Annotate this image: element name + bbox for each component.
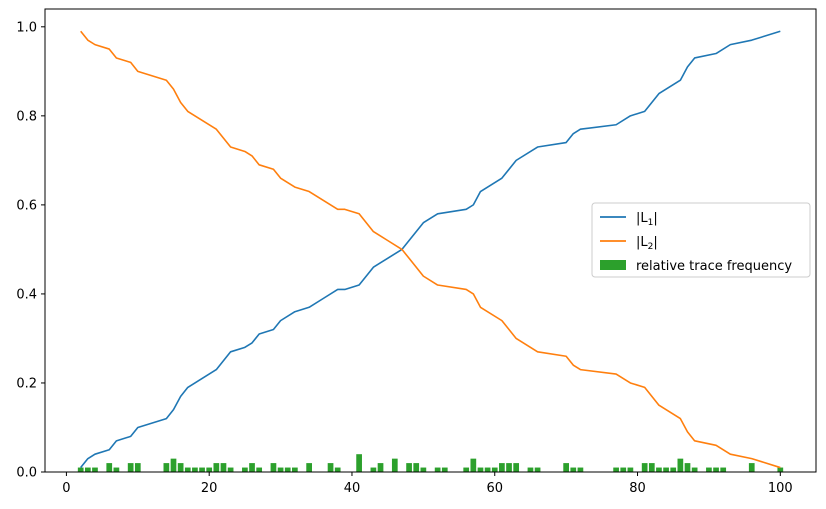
bar — [199, 467, 205, 472]
bar — [163, 463, 170, 472]
legend-bar-swatch — [600, 260, 626, 270]
bar — [184, 467, 191, 472]
bar — [391, 458, 398, 472]
bar — [563, 463, 569, 472]
bar — [192, 467, 198, 472]
bar — [777, 467, 784, 472]
bar — [92, 467, 98, 472]
x-tick-label: 20 — [201, 481, 218, 496]
bar — [627, 467, 634, 472]
bar — [334, 467, 341, 472]
bar — [356, 454, 362, 472]
axes-layer: 0 20 40 60 80 100 0.0 0.2 0.4 0.6 0.8 1.0 — [16, 8, 817, 496]
bar — [613, 467, 619, 472]
bar — [684, 463, 691, 472]
legend-label: relative trace frequency — [636, 259, 792, 274]
bar — [677, 458, 684, 472]
bar — [506, 463, 512, 472]
legend: |L1| |L2| relative trace frequency — [591, 202, 811, 278]
bar — [620, 467, 627, 472]
bar — [406, 463, 412, 472]
plot-frame — [44, 8, 817, 473]
bar — [177, 463, 184, 472]
bar — [484, 467, 491, 472]
bar — [77, 467, 84, 472]
bar — [748, 463, 755, 472]
bar — [706, 467, 712, 472]
bar — [127, 463, 134, 472]
series-line-0 — [80, 30, 781, 469]
y-tick-label: 0.4 — [16, 287, 37, 302]
bar — [170, 458, 177, 472]
y-tick-label: 0.2 — [16, 376, 37, 391]
legend-label: |L2| — [636, 235, 658, 252]
bar — [220, 463, 227, 472]
y-tick-label: 1.0 — [16, 20, 37, 35]
bar — [106, 463, 113, 472]
bar — [413, 463, 420, 472]
bar — [370, 467, 377, 472]
bar — [277, 467, 284, 472]
x-tick-label: 100 — [768, 481, 793, 496]
bar — [227, 467, 234, 472]
bar — [670, 467, 677, 472]
legend-box — [591, 202, 811, 278]
bar — [477, 467, 484, 472]
bar — [499, 463, 505, 472]
bar — [663, 467, 669, 472]
bar — [570, 467, 577, 472]
bar — [434, 467, 441, 472]
legend-label: |L1| — [636, 211, 658, 228]
bar — [513, 463, 520, 472]
bar — [441, 467, 448, 472]
bar — [134, 463, 141, 472]
bars-layer — [77, 454, 784, 472]
bar — [577, 467, 584, 472]
bar — [527, 467, 534, 472]
bar — [270, 463, 277, 472]
bar — [256, 467, 263, 472]
bar — [242, 467, 248, 472]
bar — [656, 467, 662, 472]
bar — [491, 467, 498, 472]
x-tick-label: 40 — [344, 481, 361, 496]
lines-layer — [80, 30, 781, 469]
bar — [213, 463, 220, 472]
bar — [377, 463, 384, 472]
bar — [713, 467, 719, 472]
bar — [84, 467, 91, 472]
bar — [720, 467, 727, 472]
bar — [648, 463, 655, 472]
bar — [113, 467, 120, 472]
y-tick-label: 0.8 — [16, 109, 37, 124]
bar — [284, 467, 291, 472]
bar — [641, 463, 648, 472]
x-tick-label: 0 — [62, 481, 70, 496]
x-tick-label: 80 — [629, 481, 646, 496]
bar — [420, 467, 427, 472]
bar — [249, 463, 255, 472]
bar — [463, 467, 470, 472]
y-tick-label: 0.6 — [16, 198, 37, 213]
bar — [534, 467, 541, 472]
series-line-1 — [80, 30, 781, 469]
bar — [327, 463, 334, 472]
x-tick-label: 60 — [486, 481, 503, 496]
y-tick-label: 0.0 — [16, 466, 37, 481]
bar — [306, 463, 312, 472]
bar — [206, 467, 213, 472]
bar — [292, 467, 298, 472]
bar — [470, 458, 477, 472]
bar — [691, 467, 698, 472]
